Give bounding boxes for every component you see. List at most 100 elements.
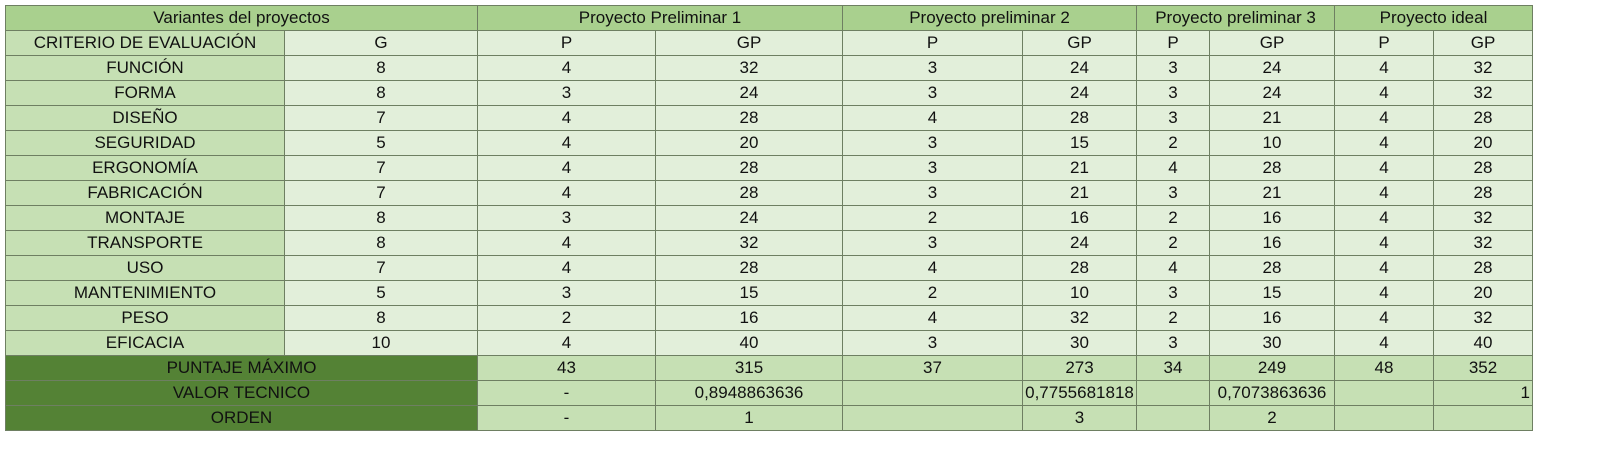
gp-cell[interactable]: 24 (655, 205, 843, 231)
p-header[interactable]: P (477, 30, 656, 56)
gp-cell[interactable]: 16 (1022, 205, 1137, 231)
orden-row-cell[interactable]: - (477, 405, 656, 431)
orden-row-cell[interactable]: 3 (1022, 405, 1137, 431)
gp-cell[interactable]: 20 (655, 130, 843, 156)
puntaje-maximo-row-label[interactable]: PUNTAJE MÁXIMO (5, 355, 478, 381)
p-cell[interactable]: 3 (1136, 55, 1210, 81)
criteria-cell[interactable]: USO (5, 255, 285, 281)
gp-cell[interactable]: 10 (1209, 130, 1335, 156)
p-cell[interactable]: 4 (1334, 130, 1434, 156)
g-cell[interactable]: 8 (284, 80, 478, 106)
variants-header[interactable]: Variantes del proyectos (5, 5, 478, 31)
p-cell[interactable]: 3 (842, 80, 1023, 106)
gp-cell[interactable]: 28 (655, 180, 843, 206)
p-cell[interactable]: 4 (842, 255, 1023, 281)
p-cell[interactable]: 3 (1136, 280, 1210, 306)
p-cell[interactable]: 4 (1334, 305, 1434, 331)
gp-header[interactable]: GP (655, 30, 843, 56)
orden-row-cell[interactable] (1136, 405, 1210, 431)
p-cell[interactable]: 4 (1334, 205, 1434, 231)
criteria-cell[interactable]: MONTAJE (5, 205, 285, 231)
gp-cell[interactable]: 32 (1433, 230, 1533, 256)
gp-cell[interactable]: 28 (655, 255, 843, 281)
p-cell[interactable]: 4 (477, 255, 656, 281)
project-1-header[interactable]: Proyecto Preliminar 1 (477, 5, 843, 31)
p-header[interactable]: P (842, 30, 1023, 56)
g-cell[interactable]: 7 (284, 155, 478, 181)
gp-cell[interactable]: 24 (655, 80, 843, 106)
gp-cell[interactable]: 32 (1433, 205, 1533, 231)
valor-tecnico-row-cell[interactable]: 1 (1433, 380, 1533, 406)
valor-tecnico-row-cell[interactable] (1334, 380, 1434, 406)
p-cell[interactable]: 4 (1334, 55, 1434, 81)
gp-cell[interactable]: 10 (1022, 280, 1137, 306)
valor-tecnico-row-label[interactable]: VALOR TECNICO (5, 380, 478, 406)
g-cell[interactable]: 7 (284, 105, 478, 131)
gp-cell[interactable]: 32 (1433, 305, 1533, 331)
p-cell[interactable]: 4 (1334, 330, 1434, 356)
gp-cell[interactable]: 32 (655, 230, 843, 256)
valor-tecnico-row-cell[interactable]: 0,7755681818 (1022, 380, 1137, 406)
g-header[interactable]: G (284, 30, 478, 56)
p-cell[interactable]: 4 (1334, 105, 1434, 131)
gp-cell[interactable]: 28 (1022, 105, 1137, 131)
gp-cell[interactable]: 30 (1022, 330, 1137, 356)
g-cell[interactable]: 7 (284, 180, 478, 206)
gp-cell[interactable]: 28 (1209, 255, 1335, 281)
gp-cell[interactable]: 32 (655, 55, 843, 81)
p-cell[interactable]: 3 (1136, 180, 1210, 206)
gp-cell[interactable]: 40 (1433, 330, 1533, 356)
p-cell[interactable]: 4 (477, 105, 656, 131)
orden-row-label[interactable]: ORDEN (5, 405, 478, 431)
puntaje-maximo-row-cell[interactable]: 43 (477, 355, 656, 381)
criteria-cell[interactable]: SEGURIDAD (5, 130, 285, 156)
gp-header[interactable]: GP (1433, 30, 1533, 56)
gp-cell[interactable]: 32 (1433, 80, 1533, 106)
orden-row-cell[interactable]: 2 (1209, 405, 1335, 431)
gp-cell[interactable]: 15 (1209, 280, 1335, 306)
p-cell[interactable]: 3 (842, 155, 1023, 181)
gp-cell[interactable]: 21 (1022, 155, 1137, 181)
gp-header[interactable]: GP (1022, 30, 1137, 56)
gp-cell[interactable]: 16 (655, 305, 843, 331)
g-cell[interactable]: 8 (284, 230, 478, 256)
p-cell[interactable]: 4 (1334, 180, 1434, 206)
p-cell[interactable]: 3 (477, 205, 656, 231)
puntaje-maximo-row-cell[interactable]: 273 (1022, 355, 1137, 381)
gp-cell[interactable]: 21 (1022, 180, 1137, 206)
p-cell[interactable]: 4 (1334, 255, 1434, 281)
gp-cell[interactable]: 16 (1209, 230, 1335, 256)
p-cell[interactable]: 3 (1136, 105, 1210, 131)
gp-cell[interactable]: 30 (1209, 330, 1335, 356)
p-cell[interactable]: 3 (842, 330, 1023, 356)
p-cell[interactable]: 4 (477, 230, 656, 256)
gp-cell[interactable]: 20 (1433, 130, 1533, 156)
gp-cell[interactable]: 21 (1209, 180, 1335, 206)
p-cell[interactable]: 4 (1136, 155, 1210, 181)
g-cell[interactable]: 10 (284, 330, 478, 356)
criteria-cell[interactable]: MANTENIMIENTO (5, 280, 285, 306)
g-cell[interactable]: 8 (284, 305, 478, 331)
gp-cell[interactable]: 24 (1209, 80, 1335, 106)
p-cell[interactable]: 3 (842, 230, 1023, 256)
gp-cell[interactable]: 15 (1022, 130, 1137, 156)
project-ideal-header[interactable]: Proyecto ideal (1334, 5, 1533, 31)
gp-cell[interactable]: 21 (1209, 105, 1335, 131)
p-cell[interactable]: 2 (477, 305, 656, 331)
criteria-cell[interactable]: TRANSPORTE (5, 230, 285, 256)
p-cell[interactable]: 2 (1136, 130, 1210, 156)
valor-tecnico-row-cell[interactable] (842, 380, 1023, 406)
p-cell[interactable]: 3 (842, 180, 1023, 206)
gp-cell[interactable]: 20 (1433, 280, 1533, 306)
project-3-header[interactable]: Proyecto preliminar 3 (1136, 5, 1335, 31)
gp-cell[interactable]: 28 (1433, 180, 1533, 206)
criteria-cell[interactable]: FUNCIÓN (5, 55, 285, 81)
gp-cell[interactable]: 24 (1022, 230, 1137, 256)
puntaje-maximo-row-cell[interactable]: 34 (1136, 355, 1210, 381)
gp-cell[interactable]: 28 (655, 105, 843, 131)
orden-row-cell[interactable] (842, 405, 1023, 431)
p-cell[interactable]: 3 (842, 55, 1023, 81)
p-cell[interactable]: 2 (842, 280, 1023, 306)
gp-cell[interactable]: 16 (1209, 305, 1335, 331)
criteria-header[interactable]: CRITERIO DE EVALUACIÓN (5, 30, 285, 56)
